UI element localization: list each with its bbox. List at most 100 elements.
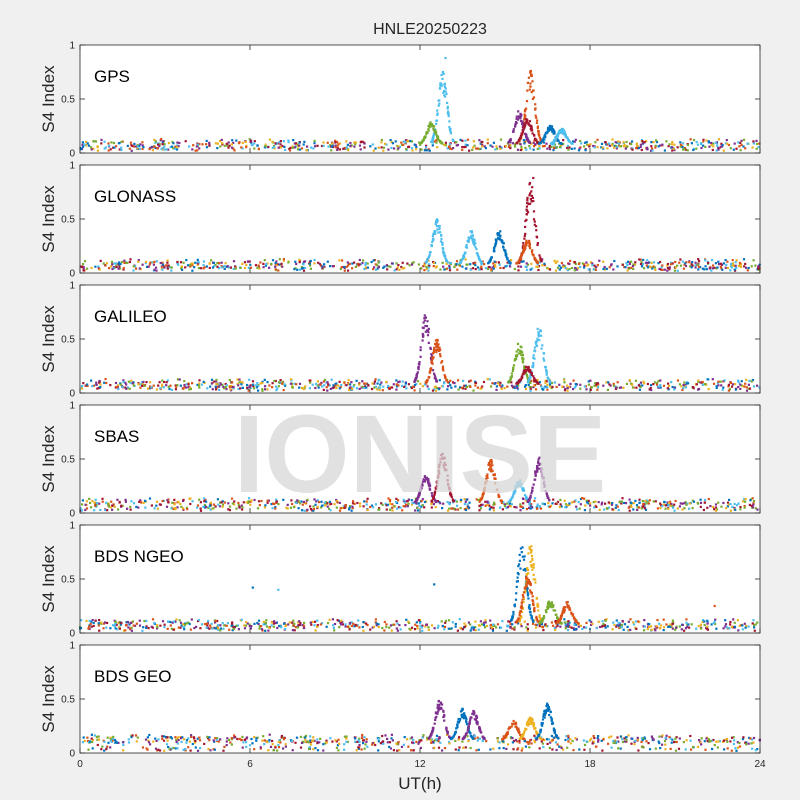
data-point	[456, 504, 459, 507]
data-point	[426, 320, 429, 323]
data-point	[464, 143, 467, 146]
data-point	[129, 508, 132, 511]
data-point	[739, 508, 742, 511]
data-point	[453, 507, 456, 510]
data-point	[274, 265, 277, 268]
data-point	[566, 146, 569, 150]
data-point	[85, 507, 88, 510]
data-point	[430, 358, 433, 361]
data-point	[303, 266, 307, 269]
data-point	[613, 259, 616, 263]
data-point	[676, 379, 680, 382]
data-point	[277, 385, 280, 388]
data-point	[747, 266, 750, 270]
data-point	[551, 624, 555, 627]
data-point	[286, 503, 289, 506]
data-point	[165, 264, 168, 267]
data-point	[495, 145, 498, 148]
data-point	[510, 381, 513, 384]
data-point	[717, 260, 720, 263]
data-point	[558, 268, 561, 271]
data-point	[587, 499, 590, 502]
data-point	[446, 501, 449, 504]
data-point	[288, 147, 291, 150]
data-point	[681, 142, 685, 145]
data-point	[161, 268, 164, 271]
data-point	[492, 506, 495, 509]
data-point	[253, 142, 256, 145]
data-point	[538, 381, 541, 384]
data-point	[650, 261, 653, 264]
data-point	[411, 502, 414, 505]
data-point	[325, 386, 328, 389]
data-point	[104, 378, 107, 381]
data-point	[404, 624, 407, 627]
data-point	[526, 138, 529, 141]
data-point	[221, 383, 224, 386]
data-point	[541, 387, 544, 391]
data-point	[516, 354, 519, 358]
data-point	[536, 265, 539, 268]
data-point	[365, 386, 368, 389]
data-point	[256, 507, 260, 510]
data-point	[199, 507, 202, 510]
data-point	[100, 621, 103, 624]
data-point	[277, 146, 280, 149]
data-point	[455, 260, 459, 263]
data-point	[661, 264, 664, 267]
data-point	[191, 262, 194, 265]
data-point	[531, 132, 534, 135]
data-point	[618, 501, 621, 504]
data-point	[232, 147, 235, 150]
data-point	[579, 624, 582, 627]
data-point	[109, 265, 112, 268]
data-point	[683, 263, 686, 266]
data-point	[726, 142, 729, 145]
data-point	[685, 621, 688, 624]
data-point	[494, 243, 497, 246]
data-point	[166, 627, 169, 630]
data-point	[574, 628, 577, 631]
data-point	[602, 267, 605, 271]
data-point	[613, 623, 616, 627]
data-point	[701, 380, 704, 384]
data-point	[436, 112, 439, 115]
data-point	[666, 262, 669, 266]
data-point	[388, 387, 391, 391]
data-point	[374, 263, 377, 266]
data-point	[624, 266, 627, 269]
data-point	[538, 505, 542, 508]
data-point	[132, 624, 135, 627]
data-point	[631, 140, 634, 143]
data-point	[191, 148, 194, 151]
data-point	[427, 341, 430, 344]
data-point	[452, 499, 455, 502]
data-point	[643, 507, 646, 510]
data-point	[695, 383, 698, 386]
data-point	[118, 626, 121, 629]
data-point	[227, 508, 230, 511]
data-point	[435, 119, 438, 122]
data-point	[118, 500, 121, 504]
data-point	[436, 109, 439, 112]
data-point	[303, 627, 306, 630]
data-point	[345, 146, 348, 149]
data-point	[347, 379, 350, 382]
data-point	[344, 504, 347, 507]
data-point	[198, 498, 201, 501]
data-point	[448, 264, 451, 267]
data-point	[449, 142, 452, 145]
data-point	[643, 625, 646, 628]
data-point	[421, 385, 424, 388]
data-point	[414, 623, 417, 626]
data-point	[522, 357, 525, 361]
data-point	[528, 88, 531, 91]
data-point	[687, 382, 690, 385]
data-point	[678, 261, 681, 264]
data-point	[142, 626, 145, 629]
data-point	[585, 626, 588, 629]
data-point	[263, 146, 266, 149]
data-point	[474, 381, 478, 384]
data-point	[679, 264, 682, 267]
